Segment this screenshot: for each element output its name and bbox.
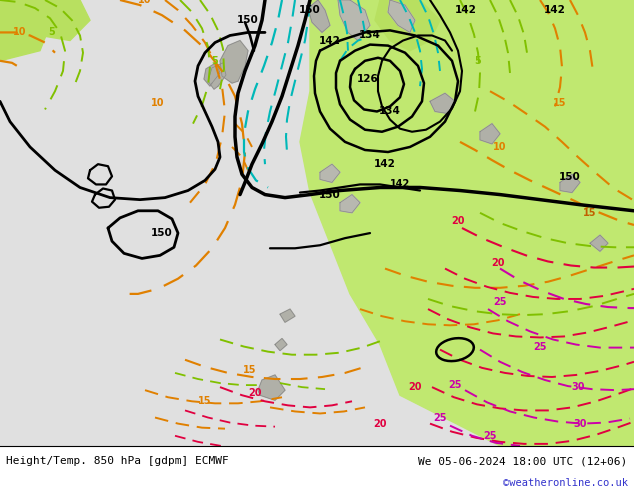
Text: 10: 10 — [152, 98, 165, 108]
Text: 134: 134 — [379, 106, 401, 117]
Polygon shape — [30, 0, 90, 41]
Text: 150: 150 — [559, 172, 581, 182]
Text: 20: 20 — [451, 216, 465, 226]
Text: 142: 142 — [374, 159, 396, 169]
Text: 150: 150 — [237, 15, 259, 25]
Polygon shape — [275, 339, 287, 351]
Text: 10: 10 — [138, 0, 152, 5]
Polygon shape — [208, 63, 226, 89]
Text: 25: 25 — [448, 380, 462, 390]
Text: 150: 150 — [319, 190, 341, 199]
Polygon shape — [338, 0, 370, 41]
Text: 15: 15 — [583, 208, 597, 218]
Text: Height/Temp. 850 hPa [gdpm] ECMWF: Height/Temp. 850 hPa [gdpm] ECMWF — [6, 456, 229, 466]
Bar — [540, 0, 634, 446]
Polygon shape — [560, 174, 580, 193]
Text: 15: 15 — [243, 365, 257, 375]
Polygon shape — [375, 0, 440, 50]
Text: 15: 15 — [198, 396, 212, 406]
Text: 25: 25 — [433, 413, 447, 422]
Text: 20: 20 — [491, 259, 505, 269]
Polygon shape — [280, 309, 295, 322]
Polygon shape — [308, 0, 330, 32]
Text: 134: 134 — [359, 30, 381, 41]
Text: We 05-06-2024 18:00 UTC (12+06): We 05-06-2024 18:00 UTC (12+06) — [418, 456, 628, 466]
Text: 15: 15 — [553, 98, 567, 108]
Polygon shape — [258, 375, 285, 400]
Text: 10: 10 — [493, 142, 507, 152]
Polygon shape — [300, 0, 634, 446]
Text: 10: 10 — [13, 27, 27, 37]
Text: 25: 25 — [533, 342, 547, 352]
Text: 142: 142 — [455, 5, 477, 15]
Text: 5: 5 — [212, 56, 218, 66]
Text: 20: 20 — [249, 388, 262, 398]
Polygon shape — [430, 93, 455, 114]
Polygon shape — [388, 0, 415, 32]
Text: 5: 5 — [475, 56, 481, 66]
Text: 150: 150 — [151, 228, 173, 238]
Text: 5: 5 — [49, 27, 55, 37]
Text: 25: 25 — [483, 431, 497, 441]
Polygon shape — [340, 195, 360, 213]
Text: 142: 142 — [319, 36, 341, 46]
Polygon shape — [220, 41, 248, 83]
Text: 25: 25 — [493, 297, 507, 307]
Text: 142: 142 — [390, 179, 410, 190]
Polygon shape — [480, 123, 500, 144]
Polygon shape — [370, 132, 480, 213]
Text: 30: 30 — [573, 418, 586, 429]
Text: 20: 20 — [408, 382, 422, 392]
Text: 150: 150 — [299, 5, 321, 15]
Polygon shape — [0, 0, 60, 61]
Text: 126: 126 — [357, 74, 379, 84]
Text: 30: 30 — [571, 382, 585, 392]
Text: ©weatheronline.co.uk: ©weatheronline.co.uk — [503, 478, 628, 489]
Text: 20: 20 — [373, 418, 387, 429]
Text: 142: 142 — [544, 5, 566, 15]
Polygon shape — [204, 63, 220, 86]
Polygon shape — [590, 235, 608, 251]
Polygon shape — [320, 164, 340, 182]
